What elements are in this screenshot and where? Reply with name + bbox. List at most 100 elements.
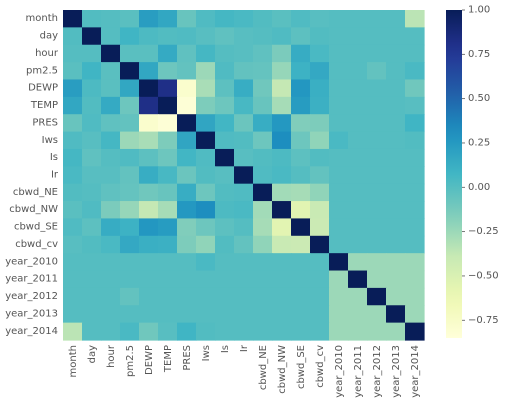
- heatmap-cell-DEWP-year_2014: [405, 79, 425, 98]
- heatmap-cell-PRES-PRES: [177, 114, 197, 133]
- heatmap-cell-year_2011-pm2.5: [120, 270, 140, 289]
- heatmap-cell-Is-cbwd_SE: [291, 148, 311, 167]
- heatmap-cell-cbwd_SE-cbwd_NW: [272, 218, 292, 237]
- heatmap-cell-PRES-year_2010: [329, 114, 349, 133]
- heatmap-cell-year_2010-pm2.5: [120, 253, 140, 272]
- heatmap-cell-PRES-month: [63, 114, 83, 133]
- heatmap-cell-month-month: [63, 10, 83, 28]
- heatmap-cell-pm2.5-year_2011: [348, 62, 368, 81]
- heatmap-cell-year_2013-pm2.5: [120, 305, 140, 324]
- heatmap-cell-cbwd_SE-pm2.5: [120, 218, 140, 237]
- heatmap-cell-PRES-Iws: [196, 114, 216, 133]
- heatmap-cell-cbwd_NW-Iws: [196, 201, 216, 220]
- heatmap-cell-TEMP-cbwd_NW: [272, 96, 292, 115]
- heatmap-cell-cbwd_NE-cbwd_SE: [291, 183, 311, 202]
- heatmap-cell-year_2010-cbwd_SE: [291, 253, 311, 272]
- x-tick-label: Ir: [239, 344, 250, 352]
- heatmap-cell-cbwd_NW-year_2014: [405, 201, 425, 220]
- heatmap-cell-cbwd_NE-month: [63, 183, 83, 202]
- heatmap-cell-year_2013-cbwd_SE: [291, 305, 311, 324]
- heatmap-cell-Ir-cbwd_NE: [253, 166, 273, 185]
- x-tick-label: cbwd_NE: [258, 345, 269, 390]
- heatmap-cell-cbwd_NW-day: [82, 201, 102, 220]
- x-tick-labels: month day hour pm2.5 DEWP TEMP PRES Iws Is Ir cbwd…: [68, 344, 421, 398]
- heatmap-cell-pm2.5-cbwd_cv: [310, 62, 330, 81]
- heatmap-cell-year_2014-year_2013: [386, 322, 406, 341]
- heatmap-cell-day-cbwd_cv: [310, 27, 330, 46]
- heatmap-cell-cbwd_cv-year_2013: [386, 235, 406, 254]
- heatmap-cell-cbwd_NE-day: [82, 183, 102, 202]
- heatmap-cell-TEMP-day: [82, 96, 102, 115]
- heatmap-cell-pm2.5-hour: [101, 62, 121, 81]
- y-tick-label: Ir: [51, 170, 59, 181]
- heatmap-cell-cbwd_SE-year_2011: [348, 218, 368, 237]
- heatmap-cell-cbwd_NW-hour: [101, 201, 121, 220]
- heatmap-cell-year_2014-cbwd_NE: [253, 322, 273, 341]
- heatmap-cell-cbwd_cv-day: [82, 235, 102, 254]
- heatmap-cell-Is-cbwd_NW: [272, 148, 292, 167]
- heatmap-cell-year_2013-year_2011: [348, 305, 368, 324]
- heatmap-cell-cbwd_NE-year_2012: [367, 183, 387, 202]
- heatmap-cell-cbwd_cv-year_2014: [405, 235, 425, 254]
- heatmap-cell-hour-year_2011: [348, 44, 368, 63]
- heatmap-cell-Iws-Ir: [234, 131, 254, 150]
- heatmap-cell-month-year_2011: [348, 10, 368, 28]
- heatmap-cell-cbwd_SE-cbwd_SE: [291, 218, 311, 237]
- heatmap-cell-day-Is: [215, 27, 235, 46]
- x-tick-label: year_2011: [353, 345, 364, 398]
- heatmap-cell-day-year_2011: [348, 27, 368, 46]
- heatmap-cell-cbwd_NW-year_2012: [367, 201, 387, 220]
- heatmap-cell-PRES-cbwd_cv: [310, 114, 330, 133]
- heatmap-cell-cbwd_NW-Is: [215, 201, 235, 220]
- heatmap-cell-month-cbwd_SE: [291, 10, 311, 28]
- heatmap-cell-Ir-year_2012: [367, 166, 387, 185]
- heatmap-cell-day-cbwd_SE: [291, 27, 311, 46]
- heatmap-cell-year_2014-cbwd_cv: [310, 322, 330, 341]
- heatmap-cell-hour-DEWP: [139, 44, 159, 63]
- heatmap-cell-cbwd_NW-year_2013: [386, 201, 406, 220]
- heatmap-cell-Ir-cbwd_SE: [291, 166, 311, 185]
- heatmap-cell-PRES-DEWP: [139, 114, 159, 133]
- heatmap-cell-year_2010-Is: [215, 253, 235, 272]
- y-tick-label: hour: [35, 48, 59, 59]
- heatmap-cell-cbwd_cv-year_2012: [367, 235, 387, 254]
- heatmap-cell-PRES-hour: [101, 114, 121, 133]
- heatmap-cell-year_2011-hour: [101, 270, 121, 289]
- heatmap-cell-PRES-Ir: [234, 114, 254, 133]
- heatmap-cell-cbwd_NE-year_2014: [405, 183, 425, 202]
- heatmap-cell-day-year_2010: [329, 27, 349, 46]
- heatmap-cell-Is-year_2010: [329, 148, 349, 167]
- colorbar-tick-label: 1.00: [468, 5, 490, 16]
- heatmap-cell-cbwd_SE-year_2014: [405, 218, 425, 237]
- heatmap-cell-cbwd_NE-hour: [101, 183, 121, 202]
- heatmap-cell-year_2011-day: [82, 270, 102, 289]
- heatmap-cell-day-cbwd_NE: [253, 27, 273, 46]
- heatmap-cell-pm2.5-Ir: [234, 62, 254, 81]
- heatmap-cell-DEWP-year_2012: [367, 79, 387, 98]
- heatmap-cell-Is-Iws: [196, 148, 216, 167]
- heatmap-cell-Is-DEWP: [139, 148, 159, 167]
- heatmap-cell-PRES-pm2.5: [120, 114, 140, 133]
- heatmap-cell-hour-cbwd_SE: [291, 44, 311, 63]
- heatmap-cell-Iws-month: [63, 131, 83, 150]
- heatmap-cell-year_2011-PRES: [177, 270, 197, 289]
- heatmap-cell-year_2012-year_2014: [405, 287, 425, 306]
- y-tick-label: year_2010: [5, 256, 58, 267]
- heatmap-cell-month-Iws: [196, 10, 216, 28]
- heatmap-cell-year_2013-DEWP: [139, 305, 159, 324]
- heatmap-cell-year_2012-cbwd_NE: [253, 287, 273, 306]
- heatmap-cell-DEWP-hour: [101, 79, 121, 98]
- y-tick-label: Is: [50, 152, 58, 163]
- y-tick-label: year_2011: [5, 274, 58, 285]
- heatmap-cell-Ir-pm2.5: [120, 166, 140, 185]
- heatmap-cell-cbwd_NE-Is: [215, 183, 235, 202]
- heatmap-cell-cbwd_cv-TEMP: [158, 235, 178, 254]
- heatmap-cell-pm2.5-month: [63, 62, 83, 81]
- heatmap-cell-year_2014-Iws: [196, 322, 216, 341]
- heatmap-cell-DEWP-pm2.5: [120, 79, 140, 98]
- heatmap-cell-cbwd_NE-cbwd_NE: [253, 183, 273, 202]
- heatmap-cell-pm2.5-cbwd_NW: [272, 62, 292, 81]
- heatmap-cell-hour-hour: [101, 44, 121, 63]
- heatmap-cell-Iws-cbwd_cv: [310, 131, 330, 150]
- heatmap-cell-year_2012-year_2010: [329, 287, 349, 306]
